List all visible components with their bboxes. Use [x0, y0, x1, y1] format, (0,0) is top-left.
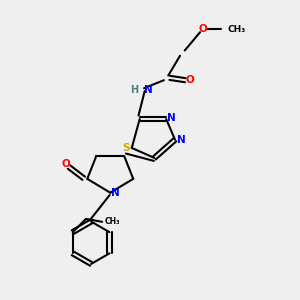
- Text: H: H: [130, 85, 138, 94]
- Text: S: S: [123, 143, 130, 153]
- Text: N: N: [111, 188, 120, 198]
- Text: N: N: [177, 135, 186, 145]
- Text: CH₃: CH₃: [105, 217, 120, 226]
- Text: O: O: [62, 158, 70, 169]
- Text: O: O: [199, 24, 207, 34]
- Text: N: N: [167, 112, 176, 123]
- Text: N: N: [143, 85, 152, 94]
- Text: CH₃: CH₃: [227, 25, 245, 34]
- Text: O: O: [186, 75, 195, 85]
